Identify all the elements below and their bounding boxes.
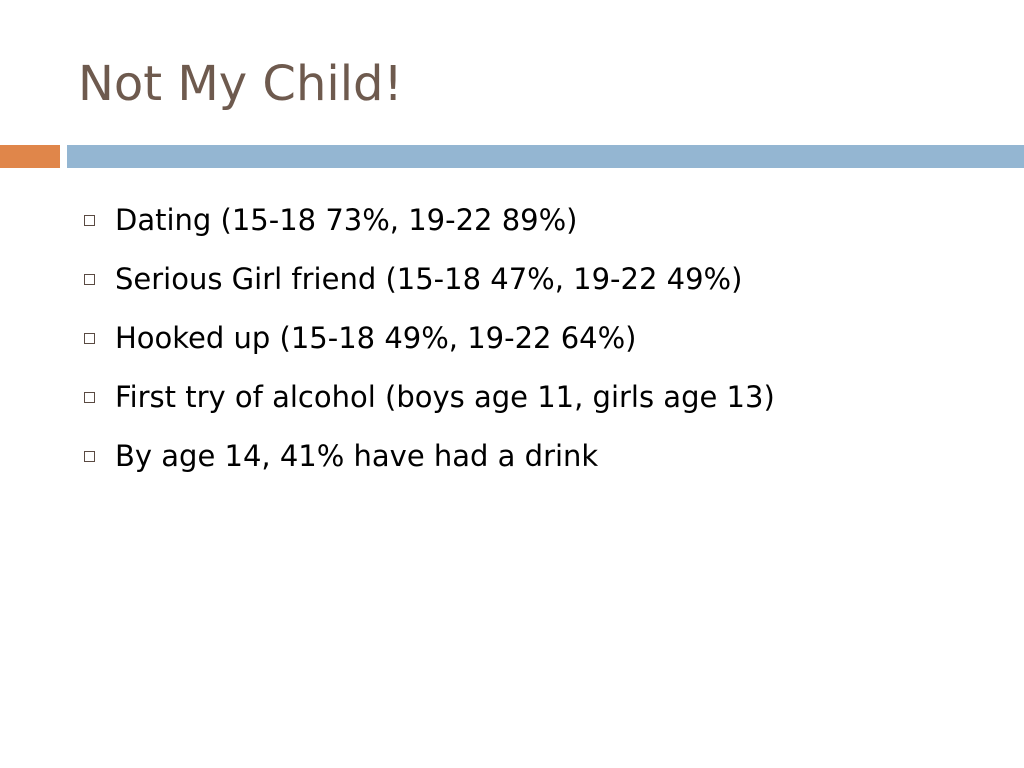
bullet-text: By age 14, 41% have had a drink	[115, 438, 599, 473]
square-bullet-icon	[84, 215, 95, 226]
bullet-text: First try of alcohol (boys age 11, girls…	[115, 379, 775, 414]
bullet-item: Dating (15-18 73%, 19-22 89%)	[82, 190, 775, 249]
bullet-item: Hooked up (15-18 49%, 19-22 64%)	[82, 308, 775, 367]
bullet-list: Dating (15-18 73%, 19-22 89%) Serious Gi…	[82, 190, 775, 485]
bullet-text: Hooked up (15-18 49%, 19-22 64%)	[115, 320, 637, 355]
bullet-text: Serious Girl friend (15-18 47%, 19-22 49…	[115, 261, 743, 296]
square-bullet-icon	[84, 392, 95, 403]
title-accent-bar	[0, 145, 60, 168]
bullet-item: Serious Girl friend (15-18 47%, 19-22 49…	[82, 249, 775, 308]
square-bullet-icon	[84, 451, 95, 462]
title-divider-bar	[67, 145, 1024, 168]
slide-title: Not My Child!	[78, 56, 403, 112]
bullet-text: Dating (15-18 73%, 19-22 89%)	[115, 202, 578, 237]
bullet-item: By age 14, 41% have had a drink	[82, 426, 775, 485]
square-bullet-icon	[84, 333, 95, 344]
bullet-item: First try of alcohol (boys age 11, girls…	[82, 367, 775, 426]
square-bullet-icon	[84, 274, 95, 285]
